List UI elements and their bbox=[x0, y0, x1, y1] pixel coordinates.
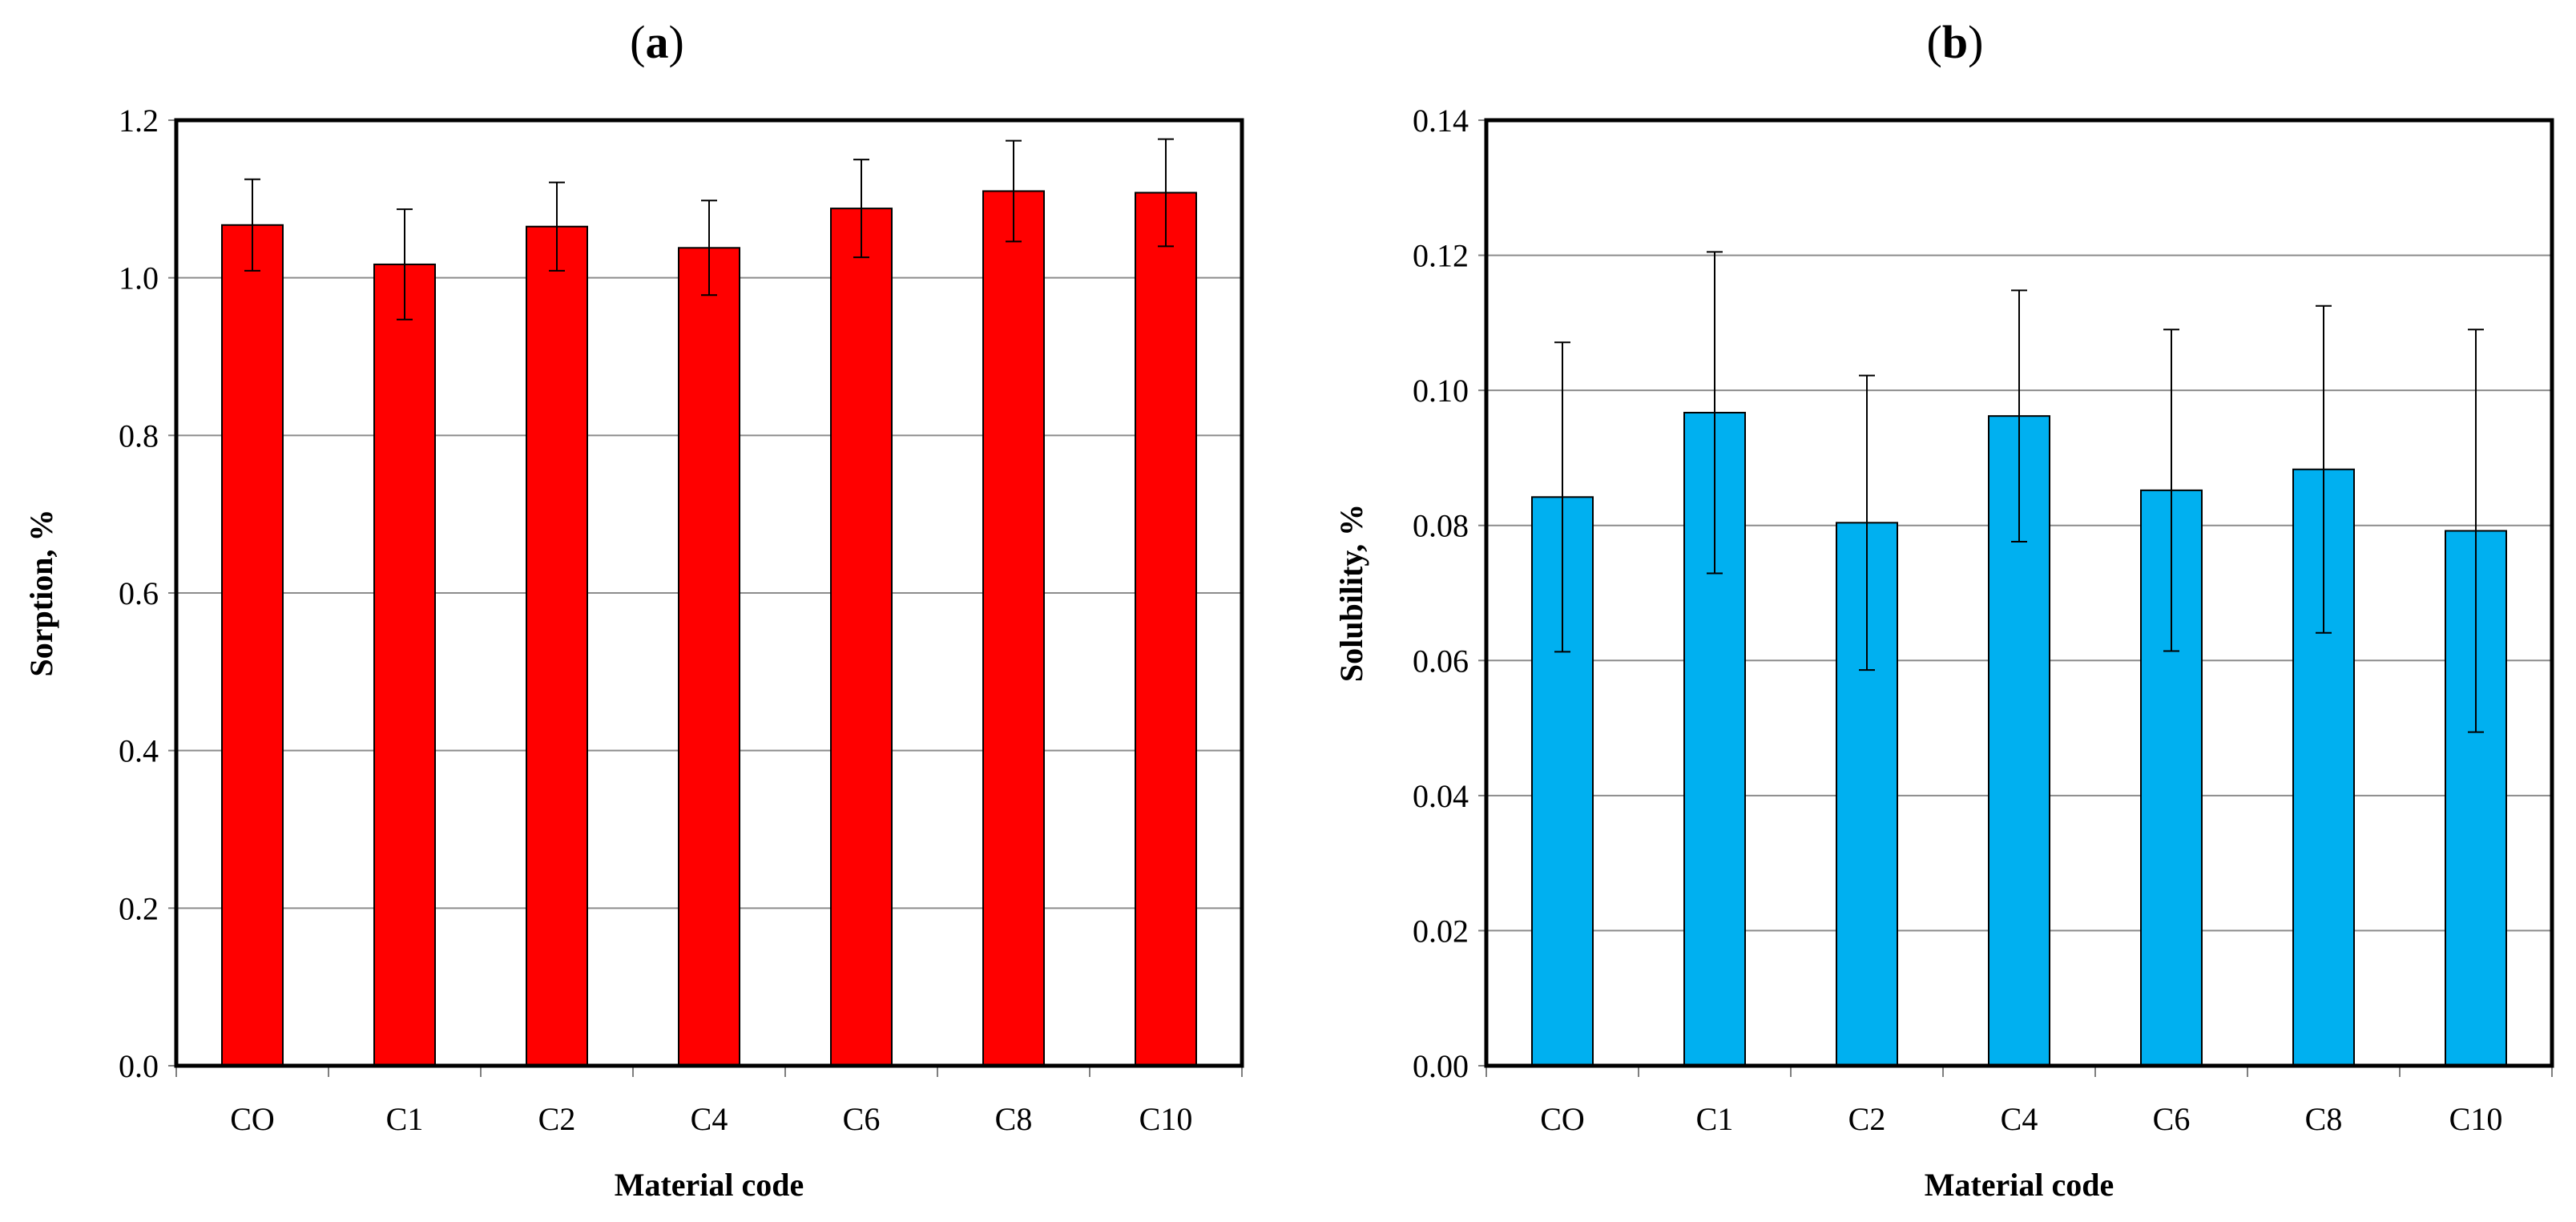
y-tick-label: 0.00 bbox=[1413, 1048, 1469, 1084]
x-tick-label: C2 bbox=[1848, 1101, 1886, 1137]
y-tick-label: 0.4 bbox=[119, 733, 159, 769]
bar-c2 bbox=[526, 225, 588, 1067]
x-tick-label: C8 bbox=[995, 1101, 1033, 1137]
y-tick-label: 0.02 bbox=[1413, 913, 1469, 949]
plot-frame bbox=[1484, 118, 2554, 1068]
x-tick-label: C10 bbox=[1139, 1101, 1193, 1137]
bar-c6 bbox=[830, 208, 893, 1067]
x-tick-label: CO bbox=[230, 1101, 275, 1137]
panel-label: (b) bbox=[1927, 16, 1984, 68]
panel-letter: b bbox=[1942, 16, 1968, 68]
x-tick-label: C4 bbox=[2001, 1101, 2038, 1137]
x-tick-label: C8 bbox=[2305, 1101, 2343, 1137]
bar-c1 bbox=[373, 263, 436, 1067]
x-tick-label: C6 bbox=[843, 1101, 881, 1137]
y-tick-label: 0.2 bbox=[119, 890, 159, 926]
x-tick-label: C2 bbox=[538, 1101, 576, 1137]
panel-label: (a) bbox=[630, 16, 684, 68]
y-tick-label: 0.08 bbox=[1413, 508, 1469, 544]
chart-sorption: (a) 0.0 0.2 0.4 0.6 0.8 1.0 1.2 CO C1 C2 C4 C6 C8 C10 M… bbox=[23, 16, 1244, 1203]
y-axis-title: Sorption, % bbox=[23, 510, 59, 677]
y-tick-label: 1.0 bbox=[119, 260, 159, 296]
y-tick-label: 0.8 bbox=[119, 417, 159, 454]
x-axis-title: Material code bbox=[1925, 1167, 2114, 1203]
bar-c4 bbox=[678, 247, 740, 1067]
panel-letter: a bbox=[646, 16, 669, 68]
x-tick-label: C4 bbox=[691, 1101, 728, 1137]
plot-frame bbox=[174, 118, 1244, 1068]
y-tick-label: 0.06 bbox=[1413, 643, 1469, 679]
bar-co bbox=[221, 224, 284, 1067]
y-tick-label: 0.6 bbox=[119, 575, 159, 611]
x-tick-label: C10 bbox=[2449, 1101, 2503, 1137]
y-tick-label: 0.12 bbox=[1413, 238, 1469, 274]
y-tick-label: 0.04 bbox=[1413, 778, 1469, 814]
bar-c8 bbox=[982, 190, 1045, 1067]
x-tick-label: C1 bbox=[1696, 1101, 1734, 1137]
x-tick-label: CO bbox=[1540, 1101, 1585, 1137]
x-tick-label: C6 bbox=[2153, 1101, 2191, 1137]
y-axis-title: Solubility, % bbox=[1333, 504, 1369, 682]
chart-solubility: (b) 0.00 0.02 0.04 0.06 0.08 0.10 0.12 0.14 CO C1 C… bbox=[1333, 16, 2554, 1203]
y-tick-label: 0.10 bbox=[1413, 373, 1469, 409]
y-tick-label: 1.2 bbox=[119, 103, 159, 139]
bar-c10 bbox=[1135, 192, 1197, 1067]
y-tick-label: 0.0 bbox=[119, 1048, 159, 1084]
x-tick-label: C1 bbox=[386, 1101, 424, 1137]
x-axis-title: Material code bbox=[615, 1167, 804, 1203]
y-tick-label: 0.14 bbox=[1413, 103, 1469, 139]
